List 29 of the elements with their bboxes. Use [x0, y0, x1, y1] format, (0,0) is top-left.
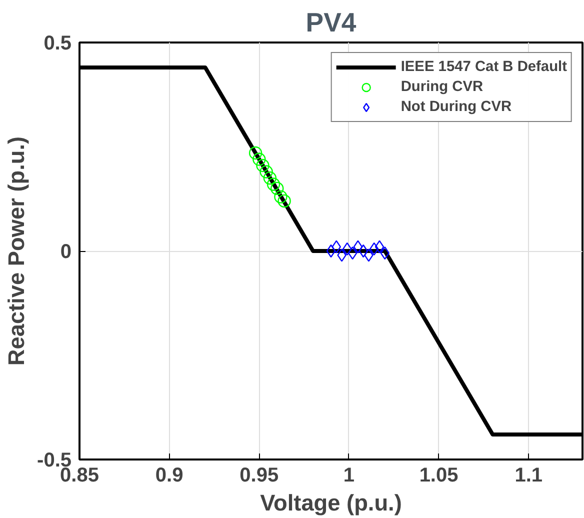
point — [364, 248, 374, 262]
y-tick-label: 0.5 — [44, 32, 72, 54]
legend-label: IEEE 1547 Cat B Default — [400, 59, 567, 75]
legend-label: Not During CVR — [400, 99, 512, 115]
point — [348, 246, 358, 260]
point — [256, 158, 270, 172]
point — [266, 178, 280, 191]
y-tick-label: 0 — [60, 241, 72, 263]
point — [260, 165, 273, 178]
legend-label: During CVR — [400, 79, 484, 95]
x-tick-label: 0.9 — [155, 464, 184, 486]
x-tick-label: 0.95 — [240, 464, 279, 486]
x-tick-label: 1.1 — [514, 464, 543, 486]
point — [374, 240, 384, 254]
point — [326, 244, 336, 258]
point — [274, 190, 288, 204]
point — [278, 194, 291, 208]
y-axis-title: Reactive Power (p.u.) — [3, 136, 30, 366]
x-tick-label: 1 — [343, 464, 355, 486]
point — [263, 171, 277, 185]
point — [337, 248, 346, 262]
point — [332, 240, 341, 254]
point — [353, 240, 363, 254]
point — [252, 152, 266, 166]
x-tick-label: 1.05 — [419, 464, 458, 486]
point — [270, 182, 284, 196]
x-axis-title: Voltage (p.u.) — [260, 490, 402, 516]
point — [248, 146, 262, 160]
chart-title: PV4 — [306, 8, 356, 38]
